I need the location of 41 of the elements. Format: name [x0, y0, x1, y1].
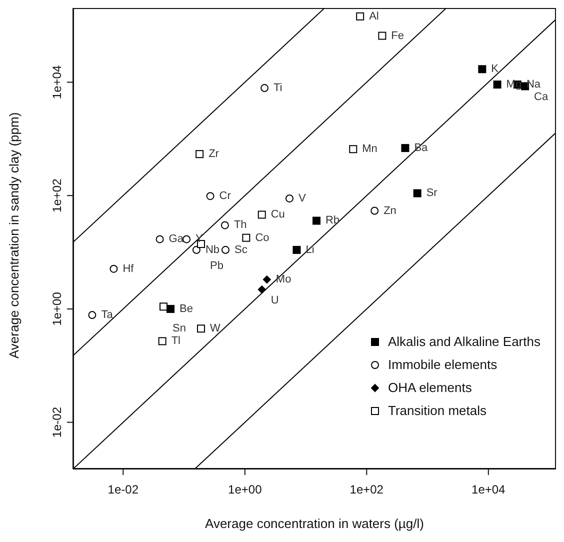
data-label: Ta — [101, 309, 114, 322]
x-axis-title: Average concentration in waters (µg/l) — [205, 516, 424, 531]
data-label: Rb — [325, 214, 340, 227]
data-label: Cu — [270, 208, 285, 221]
data-label: Ga — [168, 233, 184, 246]
x-tick-label: 1e-02 — [108, 482, 139, 497]
data-label: Co — [255, 232, 270, 244]
legend-label: Immobile elements — [388, 357, 498, 372]
data-label: Cr — [219, 190, 232, 202]
y-tick-label: 1e+04 — [50, 65, 64, 100]
y-tick-label: 1e+02 — [50, 178, 64, 212]
x-tick-label: 1e+04 — [472, 482, 506, 497]
data-label: Th — [234, 219, 247, 232]
data-label: Tl — [171, 335, 180, 348]
legend-label: Alkalis and Alkaline Earths — [388, 334, 540, 349]
data-label: Ca — [534, 91, 549, 104]
data-label: W — [210, 322, 221, 335]
data-label: Al — [369, 10, 379, 22]
data-label: Zn — [384, 204, 396, 217]
data-label: Fe — [391, 30, 404, 42]
y-tick-label: 1e-02 — [50, 406, 64, 438]
legend-label: Transition metals — [388, 403, 486, 418]
x-tick-label: 1e+02 — [350, 482, 384, 497]
data-label: Sn — [172, 322, 186, 335]
data-label: Zr — [208, 148, 220, 160]
data-label: Mn — [362, 143, 378, 156]
data-label: Mo — [276, 274, 292, 286]
data-label: V — [298, 192, 306, 204]
data-label: Nb — [205, 244, 220, 256]
y-axis-title: Average concentration in sandy clay (ppm) — [6, 112, 22, 358]
data-label: Be — [180, 302, 193, 315]
data-label: Pb — [210, 260, 224, 272]
data-label: U — [270, 294, 279, 307]
x-tick-label: 1e+00 — [228, 482, 262, 497]
data-label: Sc — [234, 244, 248, 256]
data-label: Sr — [426, 187, 438, 200]
legend-label: OHA elements — [388, 380, 472, 395]
y-tick-label: 1e+00 — [50, 292, 64, 326]
data-label: Ti — [274, 82, 282, 94]
data-label: K — [491, 63, 500, 76]
data-label: Hf — [122, 262, 135, 275]
